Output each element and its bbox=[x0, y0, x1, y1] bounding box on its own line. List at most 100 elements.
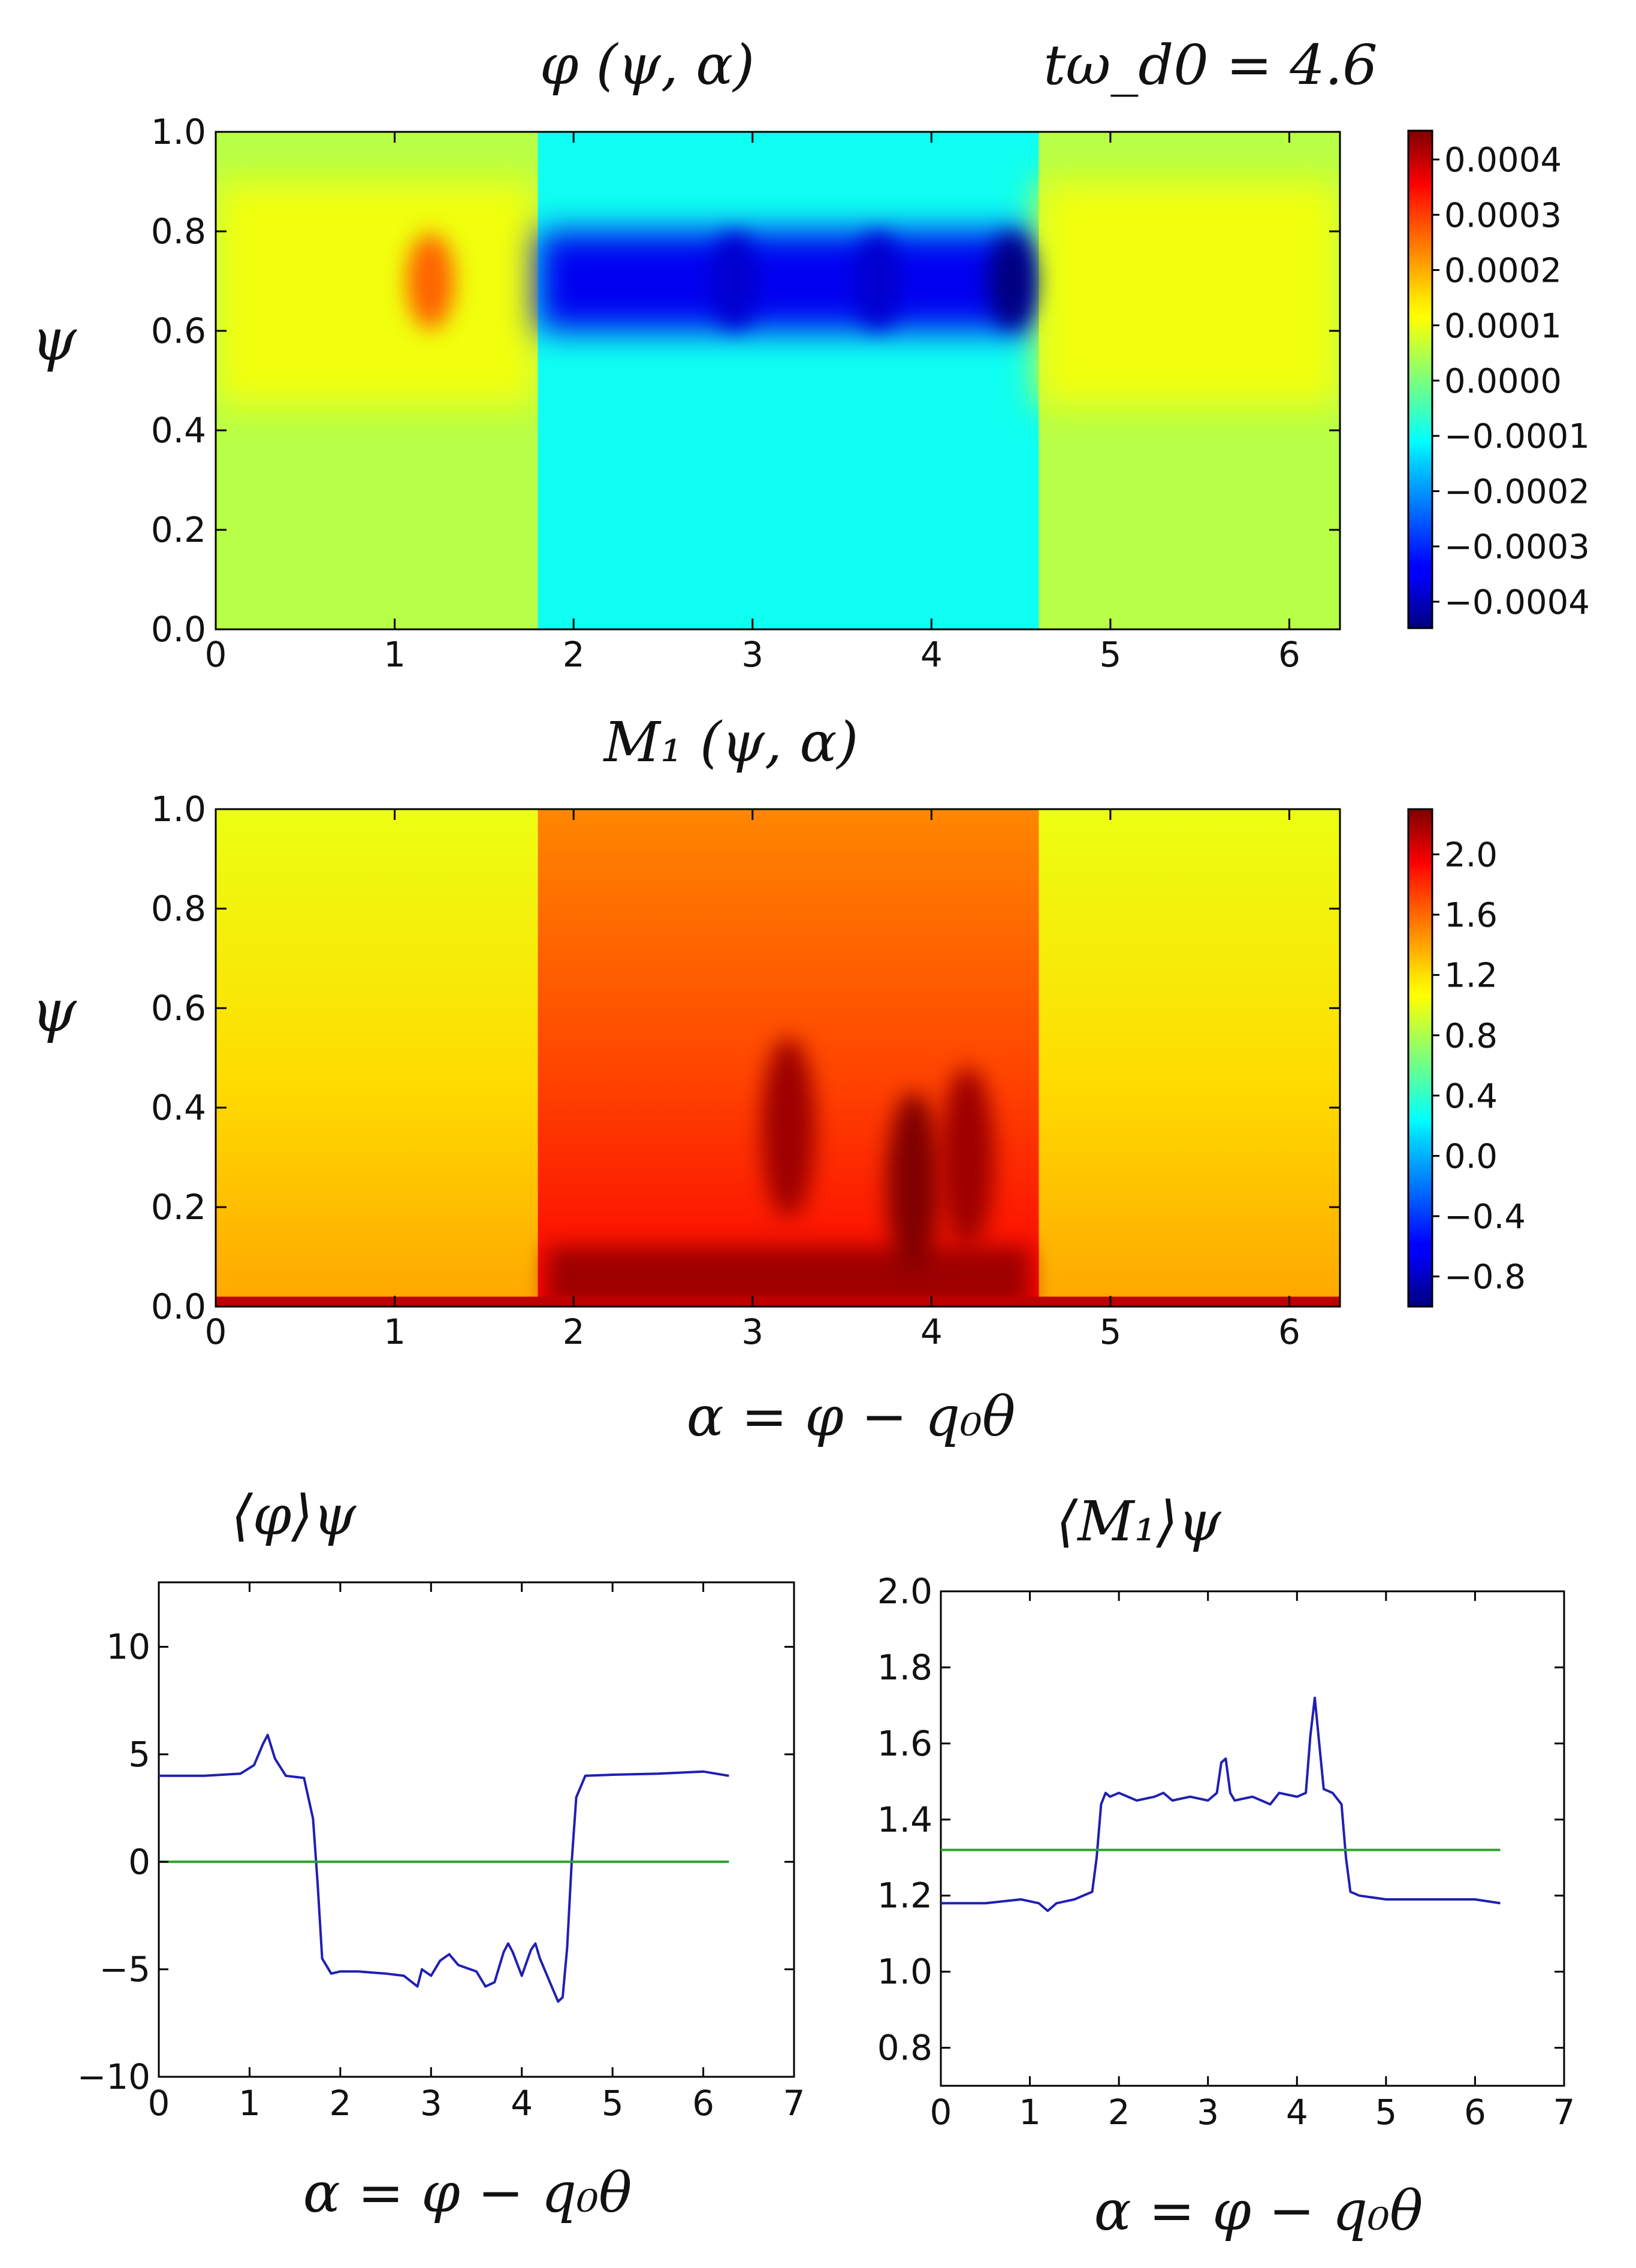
x-tick-label: 2 bbox=[1108, 2092, 1130, 2133]
colorbar-tick-label: 0.8 bbox=[1444, 1017, 1498, 1055]
y-tick-label: 1.2 bbox=[877, 1875, 932, 1916]
phi-map-title: φ (ψ, α) bbox=[540, 33, 754, 97]
y-tick-label: 1.0 bbox=[877, 1952, 932, 1992]
heat-feature bbox=[710, 233, 759, 329]
x-tick-label: 0 bbox=[930, 2092, 952, 2133]
x-tick-label: 5 bbox=[1099, 1311, 1121, 1352]
y-tick-label: 1.6 bbox=[877, 1723, 932, 1764]
y-tick-label: 0.0 bbox=[151, 1286, 206, 1327]
m1-map-axes: 0 1 2 3 4 5 6 0.0 0.2 0.4 0.6 0.8 1.0 bbox=[151, 789, 1340, 1352]
x-tick-label: 7 bbox=[783, 2083, 805, 2124]
phi-map-axes: 0 1 2 3 4 5 6 0.0 0.2 0.4 0.6 0.8 1.0 bbox=[151, 111, 1340, 675]
y-tick-label: 1.8 bbox=[877, 1647, 932, 1688]
colorbar-tick-label: −0.0004 bbox=[1444, 583, 1590, 622]
x-tick-label: 3 bbox=[1197, 2092, 1219, 2133]
phi-avg-plot: 0 1 2 3 4 5 6 7 10 5 0 −5 −10 bbox=[77, 1582, 805, 2124]
phi-map-colorbar-scale bbox=[1407, 129, 1433, 629]
colorbar-tick-label: −0.0002 bbox=[1444, 472, 1590, 511]
colorbar-tick-label: 0.0 bbox=[1444, 1137, 1498, 1176]
heat-band bbox=[1039, 182, 1340, 406]
x-tick-label: 7 bbox=[1553, 2092, 1575, 2133]
heat-feature bbox=[988, 233, 1036, 329]
x-tick-label: 1 bbox=[384, 1311, 406, 1352]
m1-map-field bbox=[216, 809, 1340, 1307]
y-tick-label: −10 bbox=[77, 2056, 150, 2097]
m1-map-ylabel: ψ bbox=[31, 978, 77, 1045]
y-tick-label: 0.6 bbox=[151, 988, 206, 1029]
x-tick-label: 5 bbox=[1099, 634, 1121, 675]
colorbar-tick-label: −0.0003 bbox=[1444, 528, 1590, 567]
x-tick-label: 4 bbox=[920, 634, 943, 675]
y-tick-label: 0.4 bbox=[151, 410, 206, 451]
y-tick-label: 0.8 bbox=[151, 888, 206, 929]
x-tick-label: 4 bbox=[511, 2083, 533, 2124]
x-tick-label: 4 bbox=[1286, 2092, 1308, 2133]
m1-map-colorbar: 2.0 1.6 1.2 0.8 0.4 0.0 −0.4 −0.8 bbox=[1407, 808, 1526, 1308]
x-tick-label: 2 bbox=[329, 2083, 351, 2124]
heat-band bbox=[216, 182, 538, 406]
m1-avg-title: ⟨M₁⟩ψ bbox=[1056, 1489, 1221, 1554]
phi-avg-xlabel: α = φ − q₀θ bbox=[303, 2161, 632, 2225]
colorbar-tick-label: 0.0000 bbox=[1444, 362, 1562, 401]
x-tick-label: 5 bbox=[602, 2083, 624, 2124]
y-tick-label: 1.0 bbox=[151, 789, 206, 830]
colorbar-tick-label: 0.4 bbox=[1444, 1077, 1498, 1116]
m1-map-title: M₁ (ψ, α) bbox=[603, 710, 859, 774]
y-tick-label: 0.8 bbox=[877, 2028, 932, 2068]
heat-region bbox=[216, 809, 538, 1307]
y-tick-label: −5 bbox=[99, 1949, 151, 1990]
m1-map-panel: M₁ (ψ, α) ψ 0 1 2 3 4 5 6 0.0 0.2 0.4 0.6 0.8 1.0 2.… bbox=[31, 710, 1526, 1449]
y-tick-label: 0.2 bbox=[151, 509, 206, 550]
phi-map-field bbox=[216, 132, 1340, 629]
y-tick-label: 0.2 bbox=[151, 1187, 206, 1228]
m1-map-xlabel: α = φ − q₀θ bbox=[687, 1385, 1016, 1449]
phi-avg-frame bbox=[158, 1581, 795, 2078]
x-tick-label: 0 bbox=[148, 2083, 170, 2124]
phi-avg-panel: ⟨φ⟩ψ 0 1 2 3 4 5 6 7 10 5 0 −5 −10 α = φ − q₀θ bbox=[77, 1483, 805, 2225]
x-tick-label: 4 bbox=[920, 1311, 943, 1352]
x-tick-label: 6 bbox=[1278, 1311, 1300, 1352]
m1-avg-xlabel: α = φ − q₀θ bbox=[1094, 2179, 1423, 2243]
heat-region bbox=[1039, 809, 1340, 1307]
x-tick-label: 0 bbox=[205, 1311, 227, 1352]
colorbar-tick-label: 0.0004 bbox=[1444, 141, 1562, 180]
series-m1_avg bbox=[941, 1696, 1501, 1913]
phi-avg-title: ⟨φ⟩ψ bbox=[231, 1483, 357, 1548]
x-tick-label: 1 bbox=[239, 2083, 261, 2124]
y-tick-label: 0 bbox=[128, 1841, 150, 1882]
phi-map-ylabel: ψ bbox=[31, 306, 77, 373]
y-tick-label: 1.4 bbox=[877, 1799, 932, 1840]
x-tick-label: 6 bbox=[1278, 634, 1300, 675]
x-tick-label: 5 bbox=[1375, 2092, 1397, 2133]
y-tick-label: 10 bbox=[106, 1627, 150, 1667]
colorbar-tick-label: −0.0001 bbox=[1444, 417, 1590, 456]
x-tick-label: 0 bbox=[205, 634, 227, 675]
m1-avg-plot: 0 1 2 3 4 5 6 7 2.0 1.8 1.6 1.4 1.2 1.0 0.8 bbox=[877, 1571, 1575, 2133]
colorbar-tick-label: −0.8 bbox=[1444, 1258, 1526, 1297]
x-tick-label: 1 bbox=[1019, 2092, 1041, 2133]
x-tick-label: 6 bbox=[1464, 2092, 1486, 2133]
phi-map-annotation: tω_d0 = 4.6 bbox=[1043, 33, 1377, 97]
heat-feature bbox=[886, 1092, 941, 1272]
heat-feature bbox=[940, 1067, 995, 1247]
phi-map-colorbar: 0.0004 0.0003 0.0002 0.0001 0.0000 −0.0001 −0.… bbox=[1407, 129, 1590, 629]
y-tick-label: 1.0 bbox=[151, 111, 206, 152]
colorbar-tick-label: 1.2 bbox=[1444, 957, 1498, 996]
m1-avg-panel: ⟨M₁⟩ψ 0 1 2 3 4 5 6 7 2.0 1.8 1.6 1.4 1.2 1.0 0.8 α = … bbox=[877, 1489, 1575, 2243]
series-phi_avg bbox=[159, 1733, 729, 2003]
heat-base bbox=[216, 1296, 1340, 1307]
colorbar-tick-label: 1.6 bbox=[1444, 896, 1498, 935]
y-tick-label: 2.0 bbox=[877, 1571, 932, 1612]
m1-avg-frame bbox=[940, 1590, 1565, 2087]
y-tick-label: 0.0 bbox=[151, 609, 206, 650]
x-tick-label: 3 bbox=[420, 2083, 442, 2124]
heat-feature bbox=[853, 233, 902, 329]
heat-region bbox=[538, 132, 1039, 629]
y-tick-label: 0.8 bbox=[151, 211, 206, 252]
x-tick-label: 2 bbox=[563, 1311, 585, 1352]
x-tick-label: 1 bbox=[384, 634, 406, 675]
m1-map-frame bbox=[215, 808, 1341, 1308]
heat-feature bbox=[761, 1038, 816, 1218]
phi-map-frame bbox=[215, 131, 1341, 631]
colorbar-tick-label: 2.0 bbox=[1444, 836, 1498, 874]
